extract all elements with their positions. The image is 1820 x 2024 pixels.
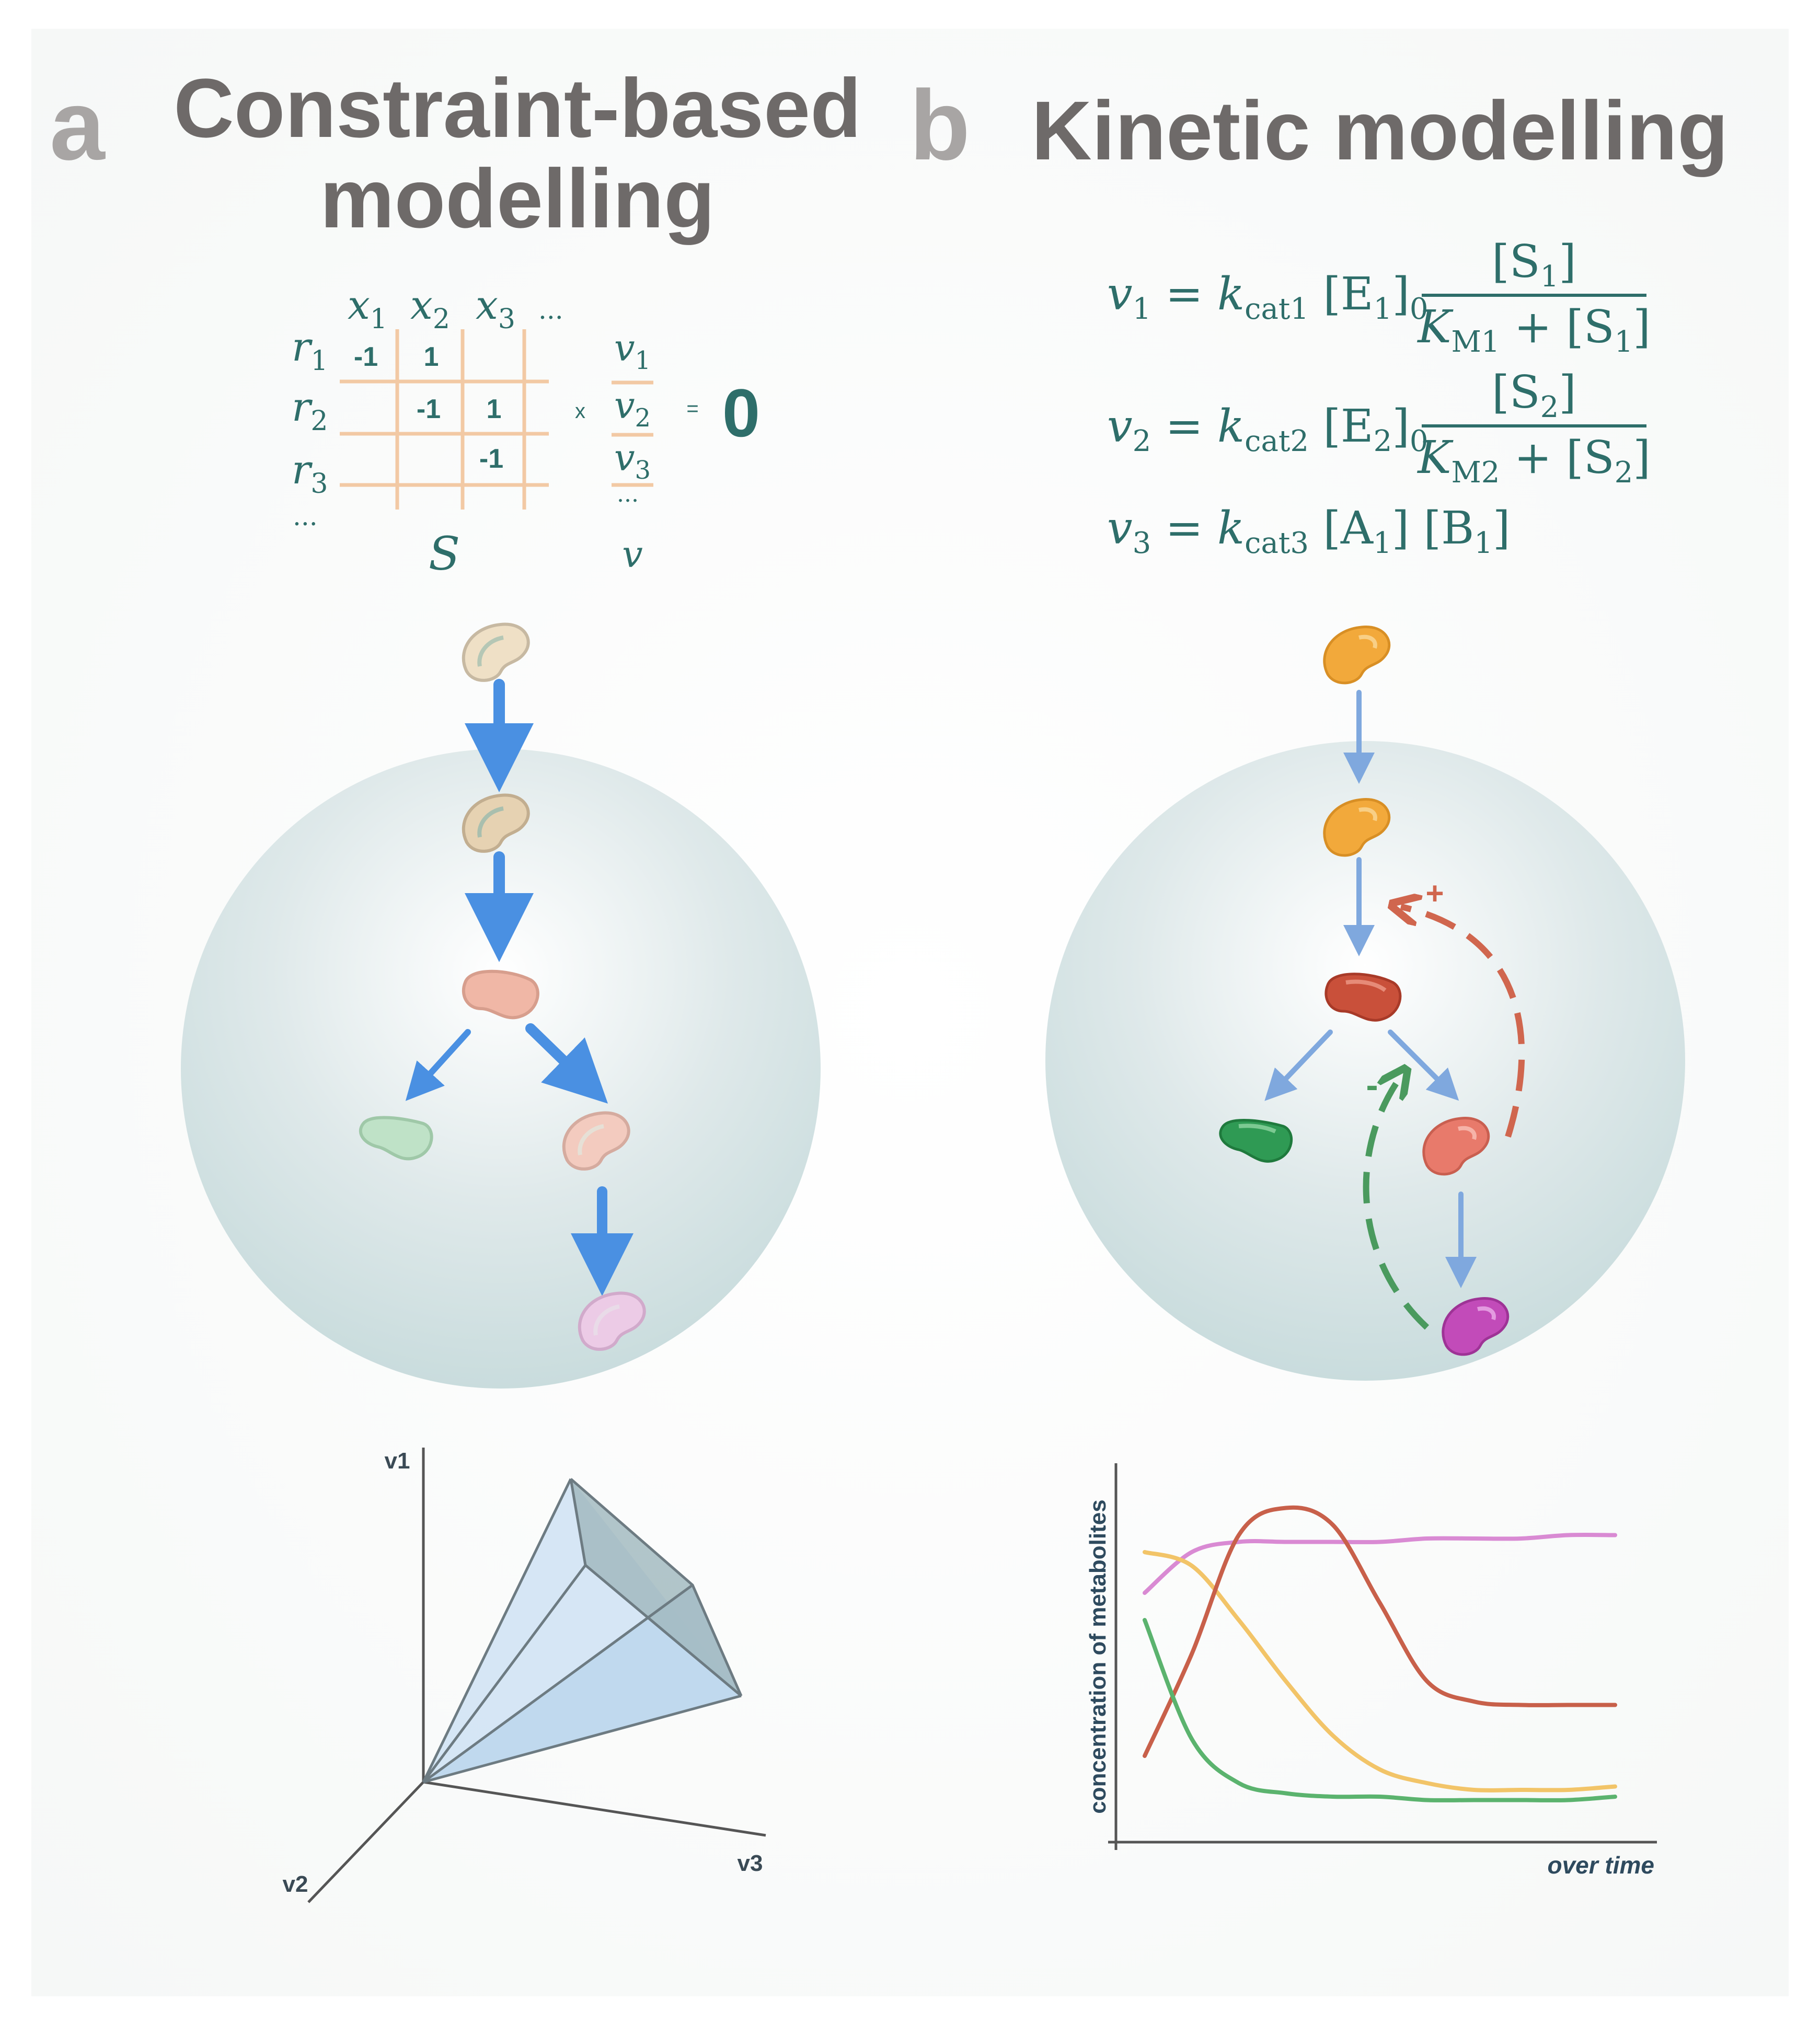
cell-circle-b [1045,741,1685,1381]
arrow-icon [525,1023,608,1104]
metabolite-icon [1219,1118,1293,1163]
matrix-cell-r1-x2: 1 [424,342,439,372]
series-line-1 [1143,1550,1617,1792]
metabolite-icon [462,622,530,682]
series-line-3 [1143,1618,1617,1802]
negative-feedback-sign: - [1366,1065,1378,1105]
metabolite-icon [578,1291,646,1351]
flux-cone-plot: v1 v2 v3 [283,1448,766,1903]
col-header-x2: x2 [410,282,450,335]
svg-text:[S1]: [S1] [1492,236,1576,294]
row-header-r1: r1 [292,323,328,377]
dashed-feedback-arrow-icon [1401,907,1525,1138]
row-header-r2: r2 [292,384,328,437]
arrow-icon [1388,1030,1459,1101]
panel-a-title-line1: Constraint-based [174,61,861,155]
metabolites-b [1219,626,1510,1356]
row-header-r3: r3 [292,446,328,500]
equation-v2: v2 = kcat2 [E2]0 [S2] KM2 + [S2] [1107,366,1651,490]
matrix-label-S: S [429,527,460,581]
panel-a-title-line2: modelling [320,152,715,245]
col-header-x1: x1 [348,282,387,335]
time-course-plot: concentration of metabolites over time [1085,1463,1657,1879]
metabolite-icon [1324,973,1402,1022]
metabolite-icon [562,1111,630,1171]
stoichiometric-matrix: x1 x2 x3 ... r1 r2 r3 ... -1 1 -1 1 -1 x [292,282,760,581]
panel-b: b Kinetic modelling v1 = kcat1 [E1]0 [S1… [909,70,1729,1879]
cell-circle-a [181,749,821,1389]
network-arrows-a [405,679,633,1296]
series-line-0 [1143,1533,1617,1595]
equation-v3: v3 = kcat3 [A1] [B1] [1107,502,1510,560]
plot-y-label: concentration of metabolites [1085,1499,1111,1813]
matrix-cell-r2-x3: 1 [487,394,502,424]
metabolite-icon [1323,626,1391,685]
metabolite-icon [1442,1297,1510,1356]
panel-b-letter: b [909,70,970,181]
plot-series-group [1143,1505,1617,1802]
matrix-cell-r1-x1: -1 [354,342,378,372]
metabolite-icon [359,1116,433,1161]
vector-underlines [612,380,653,487]
svg-text:KM2 + [S2]: KM2 + [S2] [1416,432,1651,490]
panel-a-letter: a [50,70,106,181]
matrix-grid [340,329,549,510]
panel-a: a Constraint-based modelling x1 x2 x3 ..… [50,61,861,1903]
metabolite-icon [462,793,530,853]
vector-v1: v1 [614,327,651,375]
col-header-x3: x3 [476,282,515,335]
plot-x-label: over time [1547,1852,1654,1879]
positive-feedback-sign: + [1425,876,1444,911]
axis-v2 [307,1781,424,1903]
matrix-cell-r3-x3: -1 [479,444,503,474]
col-header-ellipsis: ... [538,295,563,325]
network-arrows-b [1264,690,1477,1288]
vector-v2: v2 [614,384,651,433]
vector-v3: v3 [614,436,651,485]
arrow-icon [1264,1030,1333,1101]
cone-edges [422,1478,743,1784]
kinetic-equations: v1 = kcat1 [E1]0 [S1] KM1 + [S1] v2 = kc… [1107,236,1651,560]
panel-b-title: Kinetic modelling [1031,84,1728,177]
axis-v3 [423,1780,766,1837]
svg-text:[S2]: [S2] [1492,366,1576,424]
series-line-2 [1143,1505,1617,1758]
axis-label-v3: v3 [738,1850,763,1876]
svg-text:KM1 + [S1]: KM1 + [S1] [1416,301,1651,359]
dashed-feedback-arrow-icon [1363,1077,1430,1330]
cone-face [423,1585,741,1782]
cone-face-dark [571,1479,741,1696]
metabolite-icon [462,969,539,1020]
zero-vector: 0 [722,375,760,451]
equals-sign: = [686,397,698,420]
times-sign: x [575,400,585,423]
vector-label-v: v [622,533,643,576]
row-header-ellipsis: ... [293,501,318,531]
metabolites-a [359,622,646,1351]
svg-text:v2 = kcat2 [E2]0: v2 = kcat2 [E2]0 [1107,400,1429,458]
metabolite-icon [1422,1117,1490,1176]
axis-label-v1: v1 [385,1448,410,1474]
arrow-icon [405,1029,471,1101]
matrix-cell-r2-x2: -1 [417,394,441,424]
metabolite-icon [1323,798,1391,857]
equation-v1: v1 = kcat1 [E1]0 [S1] KM1 + [S1] [1107,236,1651,359]
svg-text:v1 = kcat1 [E1]0: v1 = kcat1 [E1]0 [1107,268,1429,326]
axis-label-v2: v2 [283,1871,308,1897]
